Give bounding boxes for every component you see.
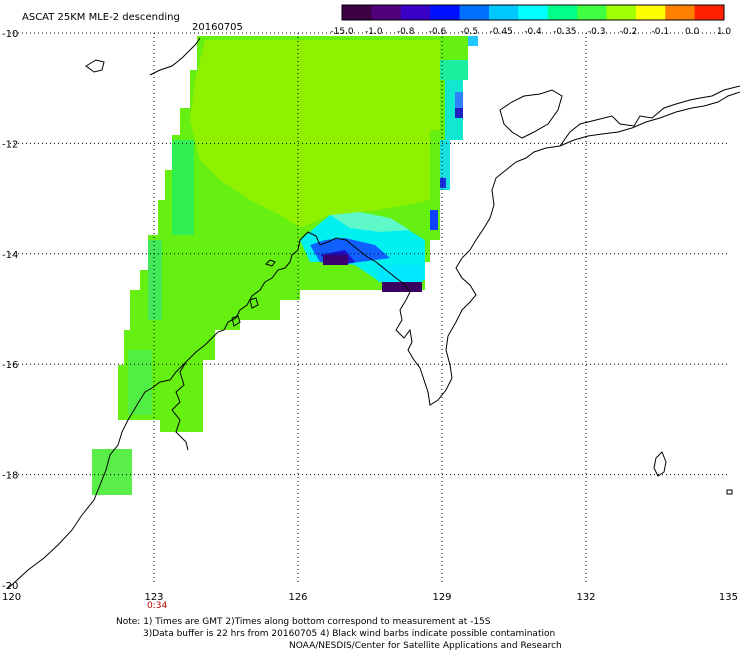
colorbar-swatch — [665, 5, 696, 20]
colorbar-label: -0.45 — [490, 27, 513, 37]
colorbar-swatch — [635, 5, 666, 20]
lat-tick-label: -16 — [2, 360, 18, 371]
note-line-1: Note: 1) Times are GMT 2)Times along bot… — [116, 617, 491, 627]
colorbar-label: -0.1 — [652, 27, 670, 37]
map-date: 20160705 — [192, 22, 243, 33]
coast-darwin — [559, 85, 740, 147]
lon-tick-label: 126 — [288, 592, 307, 603]
colorbar-swatch — [371, 5, 402, 20]
coast-timor-small — [85, 59, 105, 73]
colorbar-swatch — [547, 5, 578, 20]
swath-strip-10 — [430, 210, 438, 230]
coast-tiwi — [499, 89, 563, 139]
coast-west — [7, 239, 301, 589]
swath-dark-purple-2 — [382, 282, 422, 292]
swath-yellow-green — [190, 40, 440, 228]
swath-strip-6 — [455, 92, 463, 114]
lat-tick-label: -12 — [2, 139, 18, 150]
swath-strip-2 — [148, 240, 162, 320]
lon-tick-label: 120 — [2, 592, 21, 603]
colorbar: -15.0 -1.0 -0.8 -0.6 -0.5 -0.45 -0.4 -0.35 -0.3 -… — [330, 4, 732, 37]
coast-island-east — [653, 451, 667, 477]
colorbar-swatch — [400, 5, 431, 20]
colorbar-label: -15.0 — [330, 27, 354, 37]
lat-tick-label: -18 — [2, 471, 18, 482]
coast-marker-right — [726, 489, 733, 495]
colorbar-label: 1.0 — [717, 27, 732, 37]
coast-north — [299, 91, 740, 406]
lat-tick-label: -20 — [2, 581, 18, 592]
colorbar-label: -0.3 — [588, 27, 606, 37]
lon-tick-label: 129 — [432, 592, 451, 603]
colorbar-label: -0.8 — [397, 27, 415, 37]
note-line-2: 3)Data buffer is 22 hrs from 20160705 4)… — [143, 629, 555, 639]
swath-cyan-light — [330, 212, 410, 232]
colorbar-swatch — [606, 5, 637, 20]
colorbar-label: -0.4 — [524, 27, 542, 37]
swath-strip-7 — [455, 108, 463, 118]
lat-tick-label: -10 — [2, 29, 18, 40]
coast-dampier — [171, 361, 189, 451]
colorbar-swatch — [518, 5, 549, 20]
swath-strip-1 — [172, 140, 194, 235]
swath-patch — [92, 449, 132, 495]
time-label: 0:34 — [147, 601, 167, 611]
colorbar-label: -0.2 — [620, 27, 638, 37]
graticule — [10, 32, 730, 585]
colorbar-swatch — [694, 5, 725, 20]
axis-labels: 120 123 126 129 132 135 -10 -12 -14 -16 -18 -20 — [2, 29, 738, 603]
swath-strip-3 — [128, 350, 152, 415]
colorbar-label: -0.5 — [461, 27, 479, 37]
swath-strip-9 — [440, 178, 446, 188]
lon-tick-label: 123 — [144, 592, 163, 603]
coast-timor — [149, 37, 201, 76]
swath-strip-11 — [468, 36, 478, 46]
colorbar-label: 0.0 — [685, 27, 700, 37]
swath-cyan-2 — [378, 265, 423, 282]
colorbar-swatch — [459, 5, 490, 20]
data-swath — [92, 36, 478, 495]
colorbar-label: -0.35 — [553, 27, 576, 37]
lat-tick-label: -14 — [2, 250, 18, 261]
swath-dark-purple-1 — [323, 255, 348, 265]
coast-islands-2 — [249, 297, 259, 309]
swath-strip-8 — [440, 140, 450, 190]
swath-strip-4 — [440, 60, 468, 80]
colorbar-swatch — [342, 5, 372, 20]
map-title: ASCAT 25KM MLE-2 descending — [22, 12, 180, 23]
colorbar-label: -0.6 — [429, 27, 447, 37]
colorbar-swatch — [488, 5, 519, 20]
coast-islands-3 — [231, 315, 241, 327]
colorbar-swatch — [577, 5, 607, 20]
lon-tick-label: 132 — [576, 592, 595, 603]
colorbar-label: -1.0 — [365, 27, 383, 37]
colorbar-border — [341, 4, 725, 21]
lon-tick-label: 135 — [719, 592, 738, 603]
coastline — [7, 37, 740, 589]
note-line-3: NOAA/NESDIS/Center for Satellite Applica… — [289, 641, 562, 650]
colorbar-swatch — [430, 5, 461, 20]
coast-kimberley-islands — [265, 259, 276, 267]
